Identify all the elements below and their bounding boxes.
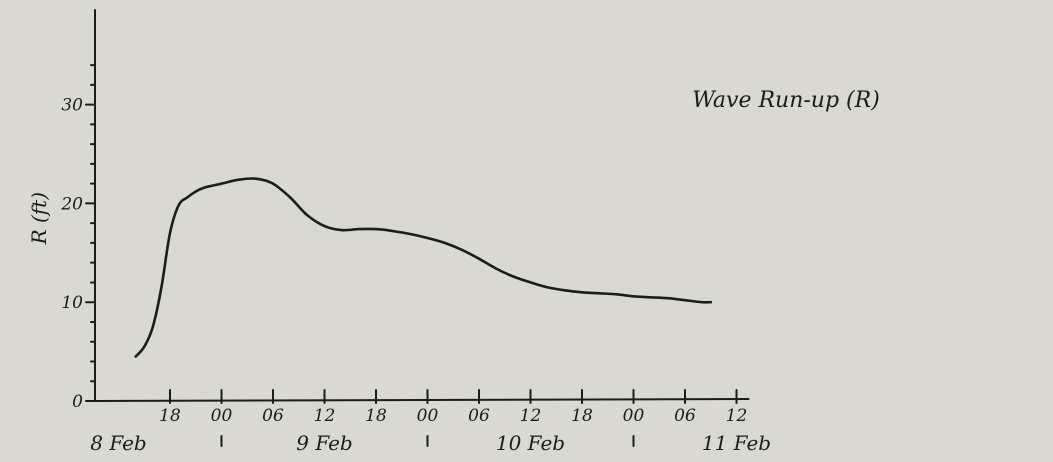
axes bbox=[94, 9, 750, 402]
run-up-series-line bbox=[134, 177, 713, 358]
x-ticks: 18 00 06 12 18 00 06 12 18 00 06 12 bbox=[159, 389, 748, 426]
x-tick-label: 06 bbox=[262, 406, 284, 426]
x-tick-label: 18 bbox=[571, 406, 593, 426]
x-tick-label: 00 bbox=[623, 406, 645, 426]
y-ticks: 0 10 20 30 bbox=[60, 64, 96, 412]
x-axis-line bbox=[94, 398, 750, 402]
series-layer bbox=[134, 177, 713, 358]
x-tick-label: 18 bbox=[159, 406, 181, 426]
day-label: 8 Feb bbox=[90, 431, 147, 455]
x-tick-label: 18 bbox=[365, 406, 387, 426]
x-tick-label: 06 bbox=[468, 406, 490, 426]
y-axis-title: R (ft) bbox=[27, 192, 51, 245]
y-tick-label: 30 bbox=[61, 96, 83, 116]
x-tick-label: 12 bbox=[314, 406, 336, 426]
day-label: 9 Feb bbox=[296, 431, 353, 455]
x-tick-label: 00 bbox=[417, 406, 439, 426]
chart-title: Wave Run-up (R) bbox=[692, 88, 880, 113]
x-tick-label: 06 bbox=[674, 406, 696, 426]
y-tick-label: 0 bbox=[72, 392, 83, 412]
x-tick-label: 12 bbox=[726, 406, 748, 426]
x-tick-label: 12 bbox=[520, 406, 542, 426]
y-tick-label: 20 bbox=[60, 194, 83, 214]
day-labels: 8 Feb 9 Feb 10 Feb 11 Feb bbox=[90, 431, 771, 455]
day-label: 11 Feb bbox=[702, 431, 771, 455]
day-label: 10 Feb bbox=[496, 431, 565, 455]
x-tick-label: 00 bbox=[211, 406, 233, 426]
y-tick-label: 10 bbox=[61, 293, 83, 313]
